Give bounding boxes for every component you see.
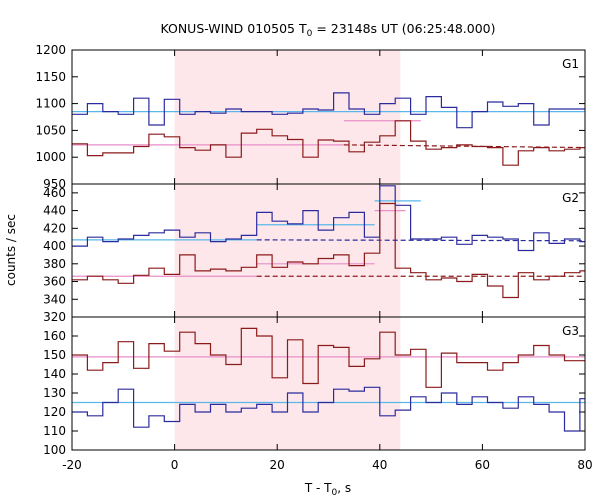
y-tick-label: 100 [43, 443, 66, 457]
y-tick-label: 150 [43, 348, 66, 362]
y-tick-label: 1050 [35, 123, 66, 137]
y-tick-label: 440 [43, 204, 66, 218]
series-line [72, 386, 585, 432]
y-tick-label: 340 [43, 292, 66, 306]
y-tick-label: 380 [43, 257, 66, 271]
y-tick-label: 1200 [35, 43, 66, 57]
y-axis-title: counts / sec [4, 214, 18, 286]
y-tick-label: 1100 [35, 97, 66, 111]
y-tick-label: 320 [43, 310, 66, 324]
y-tick-label: 110 [43, 424, 66, 438]
x-tick-label: 20 [270, 458, 285, 472]
y-tick-label: 1000 [35, 150, 66, 164]
series-line [72, 120, 585, 166]
y-tick-label: 950 [43, 177, 66, 191]
panel-label: G1 [562, 57, 579, 71]
x-axis-title: T - T0, s [304, 481, 351, 498]
y-tick-label: 140 [43, 367, 66, 381]
series-line [72, 202, 585, 299]
y-tick-label: 460 [43, 186, 66, 200]
x-tick-label: 80 [577, 458, 592, 472]
y-tick-label: 120 [43, 405, 66, 419]
series-line [72, 327, 585, 388]
x-tick-label: 40 [372, 458, 387, 472]
panel-g3: 100 110 120 130 140 150 160 -20 0 20 40 60 80 G3 [43, 316, 593, 472]
panel-frame [71, 316, 586, 451]
panel-label: G2 [562, 191, 579, 205]
y-tick-label: 160 [43, 329, 66, 343]
highlight-interval [174, 50, 401, 450]
x-tick-label: 0 [171, 458, 179, 472]
x-tick-label: -20 [62, 458, 82, 472]
y-tick-label: 1150 [35, 70, 66, 84]
chart-title: KONUS-WIND 010505 T0 = 23148s UT (06:25:… [160, 21, 495, 39]
panel-g1: 950 1000 1050 1100 1150 1200 G1 [35, 43, 586, 191]
series-line [72, 185, 585, 252]
y-tick-label: 360 [43, 275, 66, 289]
plot-area: 95010001050110011501200G1320340360380400… [35, 43, 592, 472]
y-tick-label: 400 [43, 239, 66, 253]
panel-label: G3 [562, 324, 579, 338]
fit-line [256, 239, 586, 242]
y-tick-label: 130 [43, 386, 66, 400]
y-tick-label: 420 [43, 221, 66, 235]
series-line [72, 92, 585, 129]
x-tick-label: 60 [475, 458, 490, 472]
